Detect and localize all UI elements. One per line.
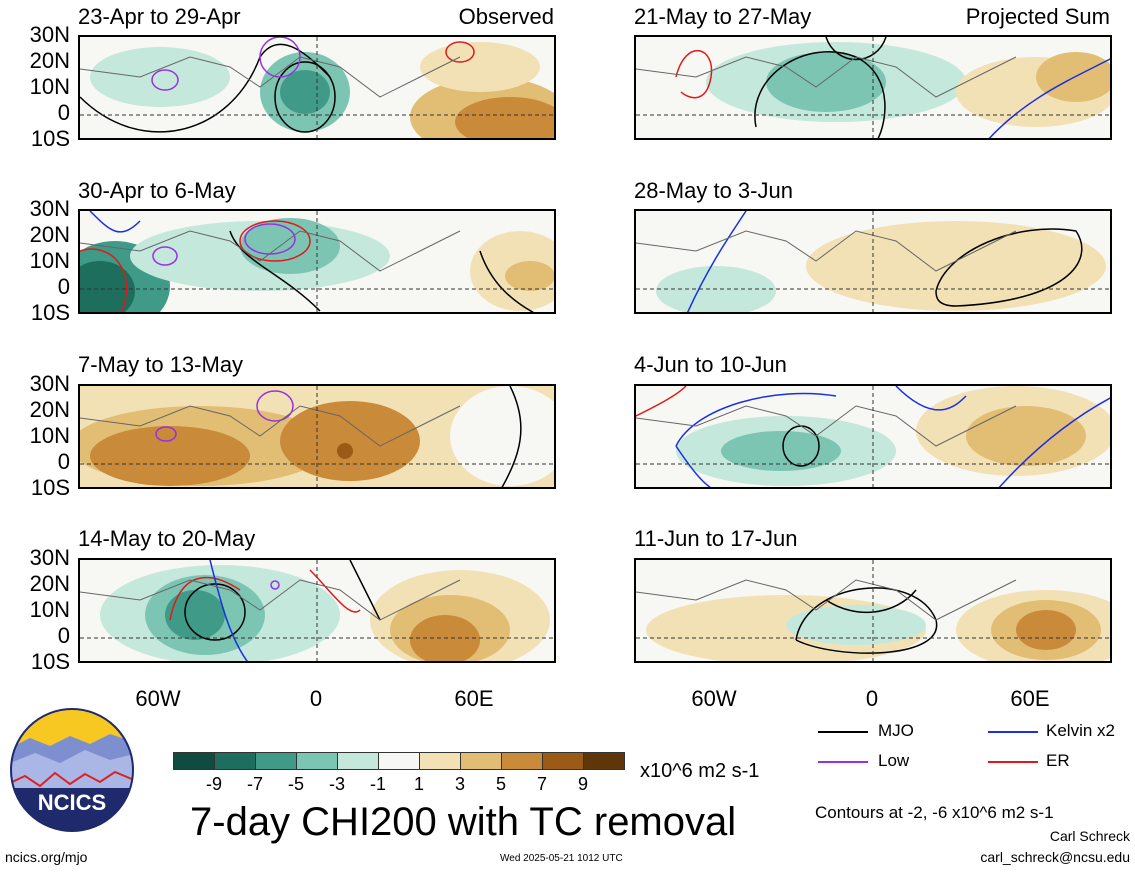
colorbar-swatch-10	[583, 752, 625, 770]
y-tick-row4-3: 0	[57, 623, 70, 648]
colorbar-label-5: 1	[413, 774, 424, 794]
legend-mjo-label: MJO	[878, 721, 914, 740]
colorbar-swatch-8	[501, 752, 543, 770]
y-tick-row1-4: 10S	[30, 126, 70, 151]
y-tick-row1-0: 30N	[29, 22, 70, 47]
contours-note: Contours at -2, -6 x10^6 m2 s-1	[815, 803, 1054, 822]
x-tick-left-60w: 60W	[135, 686, 181, 711]
colorbar-label-1: -7	[246, 774, 263, 794]
panel-title-right-1: 21-May to 27-May	[634, 4, 812, 29]
x-tick-right-60e: 60E	[1010, 686, 1050, 711]
y-tick-row2-3: 0	[57, 274, 70, 299]
colorbar-swatch-5	[378, 752, 420, 770]
map-panel-right-4	[634, 558, 1112, 663]
y-tick-row3-0: 30N	[29, 371, 70, 396]
map-panel-left-1	[78, 35, 556, 140]
colorbar-swatch-7	[460, 752, 502, 770]
map-right-4-svg	[636, 560, 1110, 661]
colorbar-swatch-0	[173, 752, 215, 770]
map-right-3-svg	[636, 386, 1110, 487]
panel-title-left-1: 23-Apr to 29-Apr	[78, 4, 241, 29]
y-tick-row4-4: 10S	[30, 649, 70, 674]
y-tick-row2-1: 20N	[29, 222, 70, 247]
x-tick-right-0: 0	[865, 686, 879, 711]
legend-er-label: ER	[1046, 751, 1070, 770]
y-tick-row4-2: 10N	[29, 597, 70, 622]
y-tick-row2-4: 10S	[30, 300, 70, 325]
y-tick-row1-3: 0	[57, 100, 70, 125]
colorbar-label-6: 3	[454, 774, 465, 794]
map-left-3-svg	[80, 386, 554, 487]
y-tick-row1-1: 20N	[29, 48, 70, 73]
map-right-1-svg	[636, 37, 1110, 138]
x-tick-left-0: 0	[309, 686, 323, 711]
colorbar-label-7: 5	[495, 774, 506, 794]
map-left-4-svg	[80, 560, 554, 661]
colorbar-swatch-4	[337, 752, 379, 770]
colorbar-swatch-3	[296, 752, 338, 770]
panel-title-left-4: 14-May to 20-May	[78, 526, 256, 551]
legend-low-line	[818, 761, 868, 763]
y-tick-row3-4: 10S	[30, 475, 70, 500]
map-right-2-svg	[636, 211, 1110, 312]
colorbar-units: x10^6 m2 s-1	[640, 760, 760, 782]
footer-timestamp: Wed 2025-05-21 1012 UTC	[500, 853, 623, 864]
map-panel-left-2	[78, 209, 556, 314]
panel-title-left-3: 7-May to 13-May	[78, 352, 244, 377]
y-tick-row1-2: 10N	[29, 74, 70, 99]
observed-label: Observed	[458, 4, 554, 29]
panel-title-right-2: 28-May to 3-Jun	[634, 178, 793, 203]
y-tick-row3-1: 20N	[29, 397, 70, 422]
y-tick-row2-2: 10N	[29, 248, 70, 273]
colorbar-label-2: -5	[287, 774, 304, 794]
panel-title-left-2: 30-Apr to 6-May	[78, 178, 236, 203]
colorbar-label-4: -1	[369, 774, 386, 794]
x-tick-left-60e: 60E	[454, 686, 494, 711]
panel-title-right-4: 11-Jun to 17-Jun	[634, 526, 798, 551]
map-panel-right-3	[634, 384, 1112, 489]
y-tick-row4-1: 20N	[29, 571, 70, 596]
colorbar-swatch-2	[255, 752, 297, 770]
y-tick-row2-0: 30N	[29, 196, 70, 221]
y-tick-row4-0: 30N	[29, 545, 70, 570]
legend-mjo-line	[818, 731, 868, 733]
colorbar-label-9: 9	[577, 774, 588, 794]
map-panel-right-1	[634, 35, 1112, 140]
footer-url: ncics.org/mjo	[5, 849, 88, 865]
legend-low-label: Low	[878, 751, 910, 770]
author-email: carl_schreck@ncsu.edu	[980, 849, 1130, 865]
colorbar-label-8: 7	[536, 774, 547, 794]
ncics-logo-text: NCICS	[37, 790, 107, 815]
legend-kelvin-label: Kelvin x2	[1046, 721, 1115, 740]
colorbar-label-3: -3	[328, 774, 345, 794]
map-panel-right-2	[634, 209, 1112, 314]
main-title: 7-day CHI200 with TC removal	[190, 800, 737, 844]
ncics-logo: NCICS	[10, 708, 134, 832]
legend-er-line	[988, 761, 1038, 763]
projected-sum-label: Projected Sum	[965, 4, 1110, 29]
map-left-2-svg	[80, 211, 554, 312]
y-tick-row3-2: 10N	[29, 423, 70, 448]
map-panel-left-3	[78, 384, 556, 489]
panel-title-right-3: 4-Jun to 10-Jun	[634, 352, 787, 377]
map-left-1-svg	[80, 37, 554, 138]
legend-kelvin-line	[988, 731, 1038, 733]
colorbar-swatch-9	[542, 752, 584, 770]
colorbar-swatch-1	[214, 752, 256, 770]
map-panel-left-4	[78, 558, 556, 663]
colorbar-swatch-6	[419, 752, 461, 770]
x-tick-right-60w: 60W	[691, 686, 737, 711]
colorbar-label-0: -9	[205, 774, 222, 794]
author-name: Carl Schreck	[1049, 828, 1130, 844]
y-tick-row3-3: 0	[57, 449, 70, 474]
